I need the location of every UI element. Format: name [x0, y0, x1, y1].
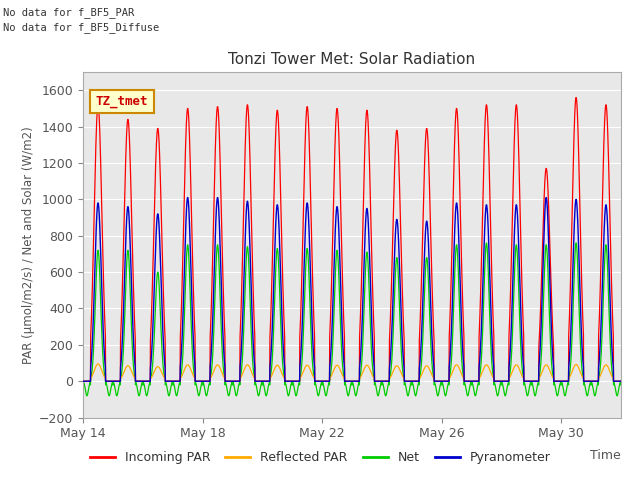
Text: TZ_tmet: TZ_tmet [95, 95, 148, 108]
Y-axis label: PAR (μmol/m2/s) / Net and Solar (W/m2): PAR (μmol/m2/s) / Net and Solar (W/m2) [22, 126, 35, 364]
Legend: Incoming PAR, Reflected PAR, Net, Pyranometer: Incoming PAR, Reflected PAR, Net, Pyrano… [84, 446, 556, 469]
Text: No data for f_BF5_PAR: No data for f_BF5_PAR [3, 7, 134, 18]
Title: Tonzi Tower Met: Solar Radiation: Tonzi Tower Met: Solar Radiation [228, 52, 476, 67]
Text: No data for f_BF5_Diffuse: No data for f_BF5_Diffuse [3, 22, 159, 33]
Text: Time: Time [590, 449, 621, 462]
